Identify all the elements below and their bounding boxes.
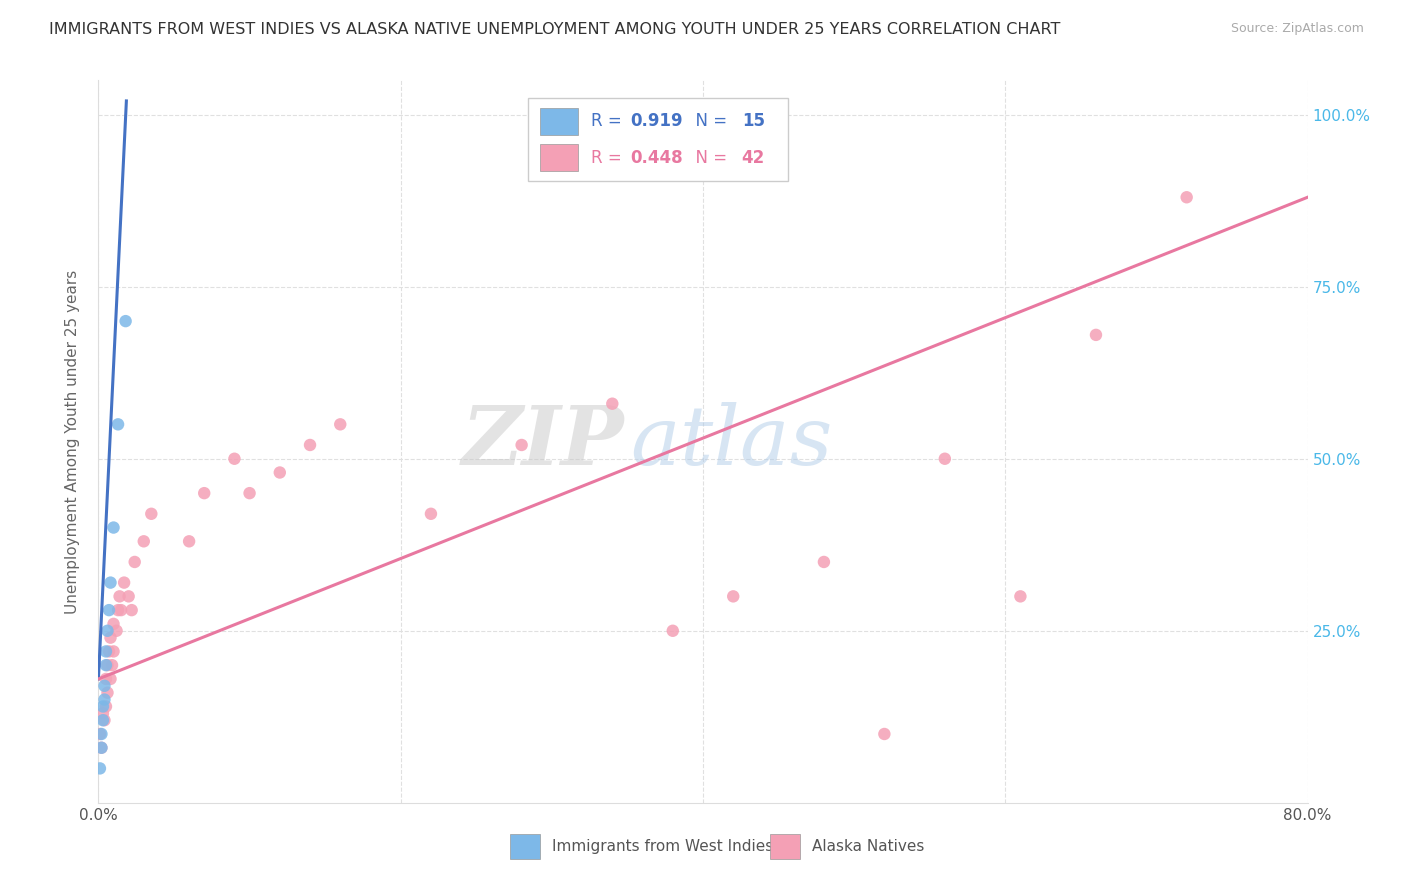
Point	[93, 713, 115, 727]
Point	[96, 686, 118, 700]
Point	[873, 727, 896, 741]
Point	[103, 520, 125, 534]
Text: N =: N =	[685, 112, 733, 130]
FancyBboxPatch shape	[540, 144, 578, 171]
Text: IMMIGRANTS FROM WEST INDIES VS ALASKA NATIVE UNEMPLOYMENT AMONG YOUTH UNDER 25 Y: IMMIGRANTS FROM WEST INDIES VS ALASKA NA…	[49, 22, 1060, 37]
FancyBboxPatch shape	[769, 833, 800, 859]
Point	[1175, 190, 1198, 204]
Point	[299, 438, 322, 452]
Point	[510, 438, 533, 452]
Point	[1010, 590, 1032, 604]
Text: Immigrants from West Indies: Immigrants from West Indies	[553, 838, 773, 854]
Point	[107, 603, 129, 617]
Text: 0.919: 0.919	[630, 112, 683, 130]
Text: 42: 42	[742, 149, 765, 167]
Point	[89, 761, 111, 775]
Text: Alaska Natives: Alaska Natives	[811, 838, 924, 854]
Point	[269, 466, 291, 480]
Y-axis label: Unemployment Among Youth under 25 years: Unemployment Among Youth under 25 years	[65, 269, 80, 614]
Point	[813, 555, 835, 569]
Point	[100, 631, 122, 645]
Point	[934, 451, 956, 466]
Point	[179, 534, 201, 549]
FancyBboxPatch shape	[540, 108, 578, 136]
Point	[114, 314, 136, 328]
Point	[121, 603, 143, 617]
Text: Source: ZipAtlas.com: Source: ZipAtlas.com	[1230, 22, 1364, 36]
Point	[91, 713, 114, 727]
Text: ZIP: ZIP	[461, 401, 624, 482]
Point	[98, 644, 121, 658]
Point	[94, 699, 117, 714]
Point	[224, 451, 246, 466]
Point	[94, 658, 117, 673]
Point	[101, 658, 124, 673]
Point	[132, 534, 155, 549]
Point	[96, 658, 118, 673]
Point	[91, 699, 114, 714]
Text: atlas: atlas	[630, 401, 832, 482]
Point	[103, 644, 125, 658]
FancyBboxPatch shape	[509, 833, 540, 859]
Point	[94, 644, 117, 658]
Point	[239, 486, 262, 500]
Point	[723, 590, 745, 604]
Point	[141, 507, 163, 521]
Point	[193, 486, 215, 500]
Point	[91, 706, 114, 721]
Point	[94, 672, 117, 686]
Point	[329, 417, 352, 432]
Point	[112, 575, 135, 590]
Point	[90, 740, 112, 755]
Point	[89, 727, 111, 741]
Point	[1085, 327, 1108, 342]
Point	[110, 603, 132, 617]
Point	[602, 397, 624, 411]
Text: 15: 15	[742, 112, 765, 130]
Point	[118, 590, 141, 604]
Point	[661, 624, 683, 638]
Point	[93, 679, 115, 693]
Point	[108, 590, 131, 604]
Point	[105, 624, 128, 638]
Point	[98, 603, 121, 617]
Text: R =: R =	[591, 149, 627, 167]
Point	[124, 555, 146, 569]
Point	[420, 507, 443, 521]
Text: N =: N =	[685, 149, 733, 167]
FancyBboxPatch shape	[527, 98, 787, 181]
Point	[100, 575, 122, 590]
Point	[100, 672, 122, 686]
Text: 0.448: 0.448	[630, 149, 683, 167]
Text: R =: R =	[591, 112, 627, 130]
Point	[90, 740, 112, 755]
Point	[93, 692, 115, 706]
Point	[103, 616, 125, 631]
Point	[90, 727, 112, 741]
Point	[107, 417, 129, 432]
Point	[96, 624, 118, 638]
